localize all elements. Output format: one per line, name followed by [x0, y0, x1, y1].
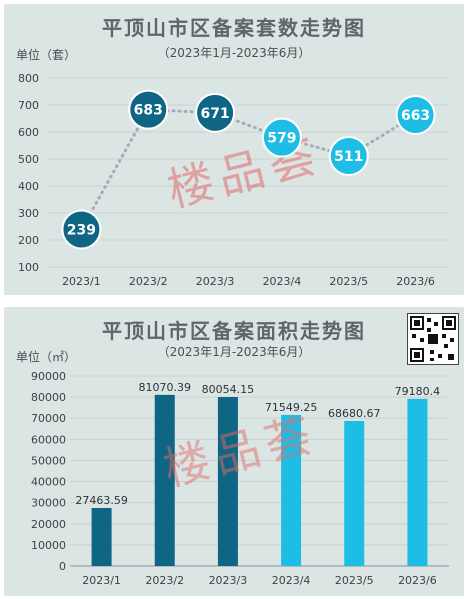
data-point-label: 239	[67, 222, 96, 238]
data-point-label: 683	[134, 103, 163, 119]
x-tick-label: 2023/4	[272, 574, 311, 587]
x-tick-label: 2023/3	[209, 574, 248, 587]
data-point-bubble	[61, 209, 102, 250]
y-tick-label: 0	[59, 560, 66, 573]
bar	[407, 398, 428, 566]
units-chart-panel: 平顶山市区备案套数走势图 （2023年1月-2023年6月） 单位（套） 100…	[4, 4, 464, 295]
bar-value-label: 68680.67	[328, 407, 381, 420]
data-point-bubble	[195, 92, 236, 133]
x-tick-label: 2023/2	[145, 574, 184, 587]
bar	[281, 414, 302, 566]
data-point-label: 511	[334, 149, 363, 165]
watermark-text: 楼品荟	[162, 127, 326, 217]
bar	[91, 508, 112, 566]
y-tick-label: 90000	[31, 370, 66, 383]
bar	[154, 394, 175, 566]
y-tick-label: 20000	[31, 518, 66, 531]
chart-title: 平顶山市区备案面积走势图	[102, 319, 366, 343]
x-tick-label: 2023/6	[398, 574, 437, 587]
data-point-label: 579	[267, 131, 296, 147]
bar	[217, 396, 238, 566]
y-tick-label: 70000	[31, 412, 66, 425]
data-point-bubble	[328, 136, 369, 177]
chart-subtitle: （2023年1月-2023年6月）	[157, 345, 311, 359]
data-point-bubble	[261, 117, 302, 158]
y-axis-unit: 单位（㎡）	[16, 350, 77, 364]
x-tick-label: 2023/3	[196, 275, 235, 288]
y-tick-label: 50000	[31, 454, 66, 467]
y-tick-label: 600	[18, 126, 39, 139]
y-tick-label: 100	[18, 261, 39, 274]
bar-value-label: 81070.39	[139, 381, 192, 394]
y-tick-label: 500	[18, 153, 39, 166]
bar-value-label: 79180.4	[395, 385, 441, 398]
area-chart-panel: 平顶山市区备案面积走势图 （2023年1月-2023年6月） 单位（㎡） 0 10…	[4, 307, 464, 596]
x-tick-label: 2023/5	[335, 574, 374, 587]
y-tick-label: 40000	[31, 476, 66, 489]
data-point-bubble	[128, 89, 169, 130]
units-line-chart: 100 200 300 400 500 600 700 800 2023/1 2023/2 2023…	[18, 72, 449, 288]
y-tick-label: 80000	[31, 391, 66, 404]
y-tick-label: 60000	[31, 433, 66, 446]
bar-value-label: 80054.15	[202, 383, 255, 396]
y-tick-label: 200	[18, 234, 39, 247]
qr-code-image	[407, 313, 459, 365]
y-tick-label: 400	[18, 180, 39, 193]
x-tick-label: 2023/2	[129, 275, 168, 288]
y-axis-unit: 单位（套）	[16, 48, 77, 62]
chart-title: 平顶山市区备案套数走势图	[102, 16, 366, 40]
y-tick-label: 700	[18, 99, 39, 112]
x-tick-label: 2023/1	[82, 574, 121, 587]
data-point-label: 663	[401, 108, 430, 124]
x-tick-label: 2023/4	[263, 275, 302, 288]
y-tick-label: 10000	[31, 539, 66, 552]
x-tick-label: 2023/5	[329, 275, 368, 288]
series-line	[79, 108, 418, 231]
bar-value-label: 71549.25	[265, 401, 318, 414]
data-point-bubble	[395, 94, 436, 135]
area-bar-chart: 0 10000 20000 30000 40000 50000 60000 70000 8000…	[31, 370, 449, 587]
bar	[344, 421, 365, 566]
x-tick-label: 2023/6	[396, 275, 435, 288]
y-tick-label: 30000	[31, 497, 66, 510]
x-tick-label: 2023/1	[62, 275, 101, 288]
y-tick-label: 300	[18, 207, 39, 220]
data-point-label: 671	[200, 106, 229, 122]
y-tick-label: 800	[18, 72, 39, 85]
chart-subtitle: （2023年1月-2023年6月）	[157, 46, 311, 60]
bar-value-label: 27463.59	[75, 494, 128, 507]
